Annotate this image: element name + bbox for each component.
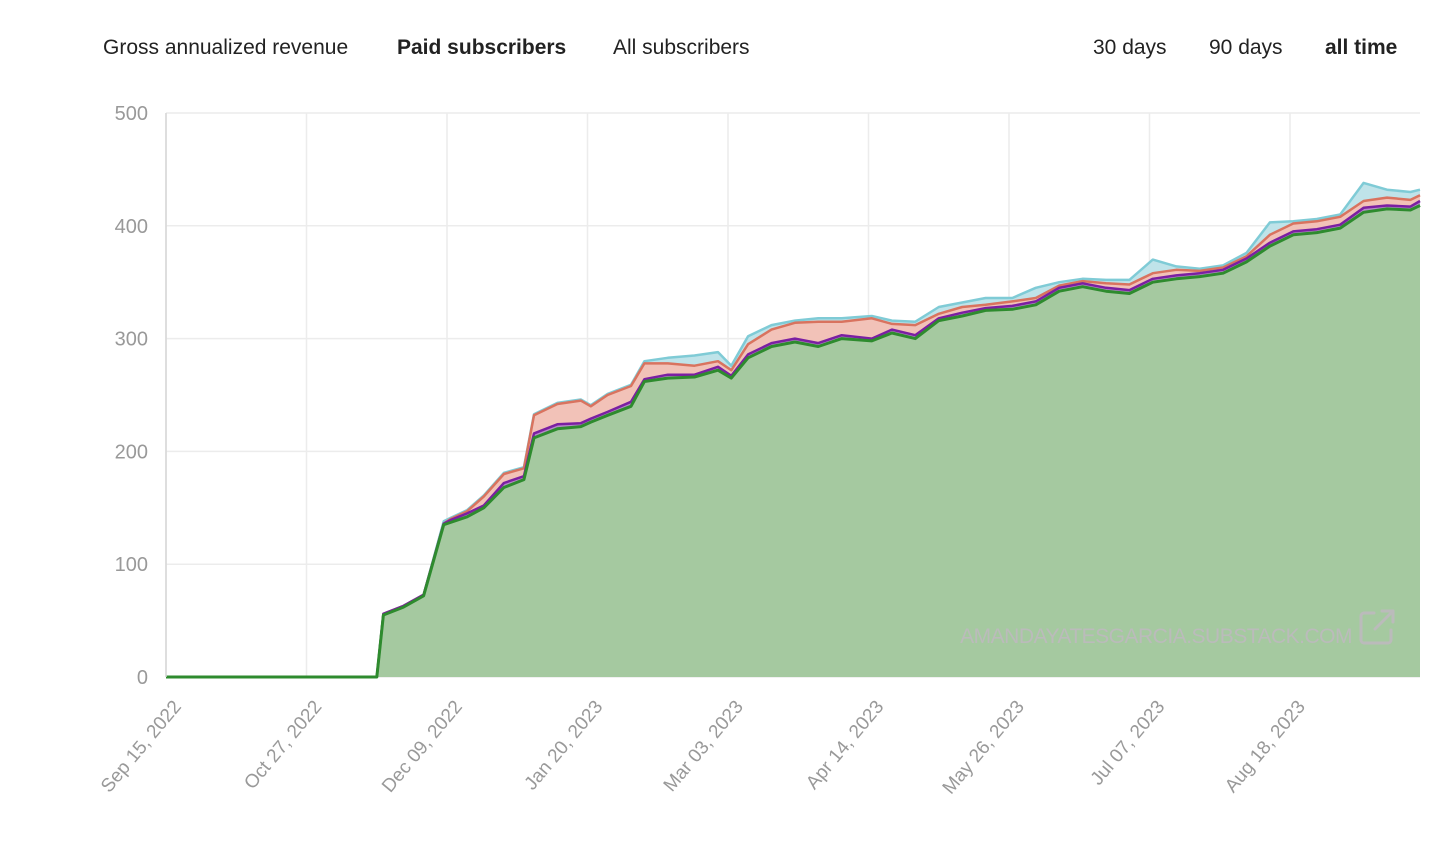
series-areas <box>166 182 1420 678</box>
x-tick-label: Jan 20, 2023 <box>521 697 608 795</box>
y-tick-label: 0 <box>137 667 148 689</box>
x-tick-label: Sep 15, 2022 <box>97 697 186 797</box>
y-tick-label: 300 <box>115 329 148 351</box>
x-tick-label: Apr 14, 2023 <box>802 697 888 794</box>
x-tick-label: Mar 03, 2023 <box>660 697 748 796</box>
tab-all-subscribers[interactable]: All subscribers <box>613 36 750 59</box>
y-tick-label: 400 <box>115 216 148 238</box>
series-line-red <box>166 194 1421 679</box>
tab-paid-subscribers[interactable]: Paid subscribers <box>397 36 567 59</box>
y-tick-label: 100 <box>115 554 148 576</box>
x-axis-ticks: Sep 15, 2022 Oct 27, 2022 Dec 09, 2022 Jan … <box>97 697 1310 799</box>
tab-90-days[interactable]: 90 days <box>1209 36 1283 59</box>
y-axis-ticks: 0 100 200 300 400 500 <box>115 103 148 689</box>
x-tick-label: Jul 07, 2023 <box>1087 697 1170 790</box>
x-tick-label: May 26, 2023 <box>939 697 1029 799</box>
series-line-green <box>166 204 1421 679</box>
tab-gross-annualized-revenue[interactable]: Gross annualized revenue <box>103 36 349 59</box>
tab-30-days[interactable]: 30 days <box>1093 36 1167 59</box>
watermark-text: AMANDAYATESGARCIA.SUBSTACK.COM <box>960 625 1352 648</box>
tab-all-time[interactable]: all time <box>1325 36 1398 59</box>
x-tick-label: Aug 18, 2023 <box>1221 697 1310 797</box>
chart-toolbar: Gross annualized revenue Paid subscriber… <box>0 0 1456 100</box>
y-tick-label: 500 <box>115 103 148 125</box>
series-lines <box>166 181 1421 679</box>
y-tick-label: 200 <box>115 441 148 463</box>
x-tick-label: Oct 27, 2022 <box>240 697 326 794</box>
x-tick-label: Dec 09, 2022 <box>378 697 467 797</box>
series-line-purple <box>166 199 1421 679</box>
external-link-icon[interactable] <box>1359 609 1395 645</box>
series-area-green <box>166 205 1420 677</box>
